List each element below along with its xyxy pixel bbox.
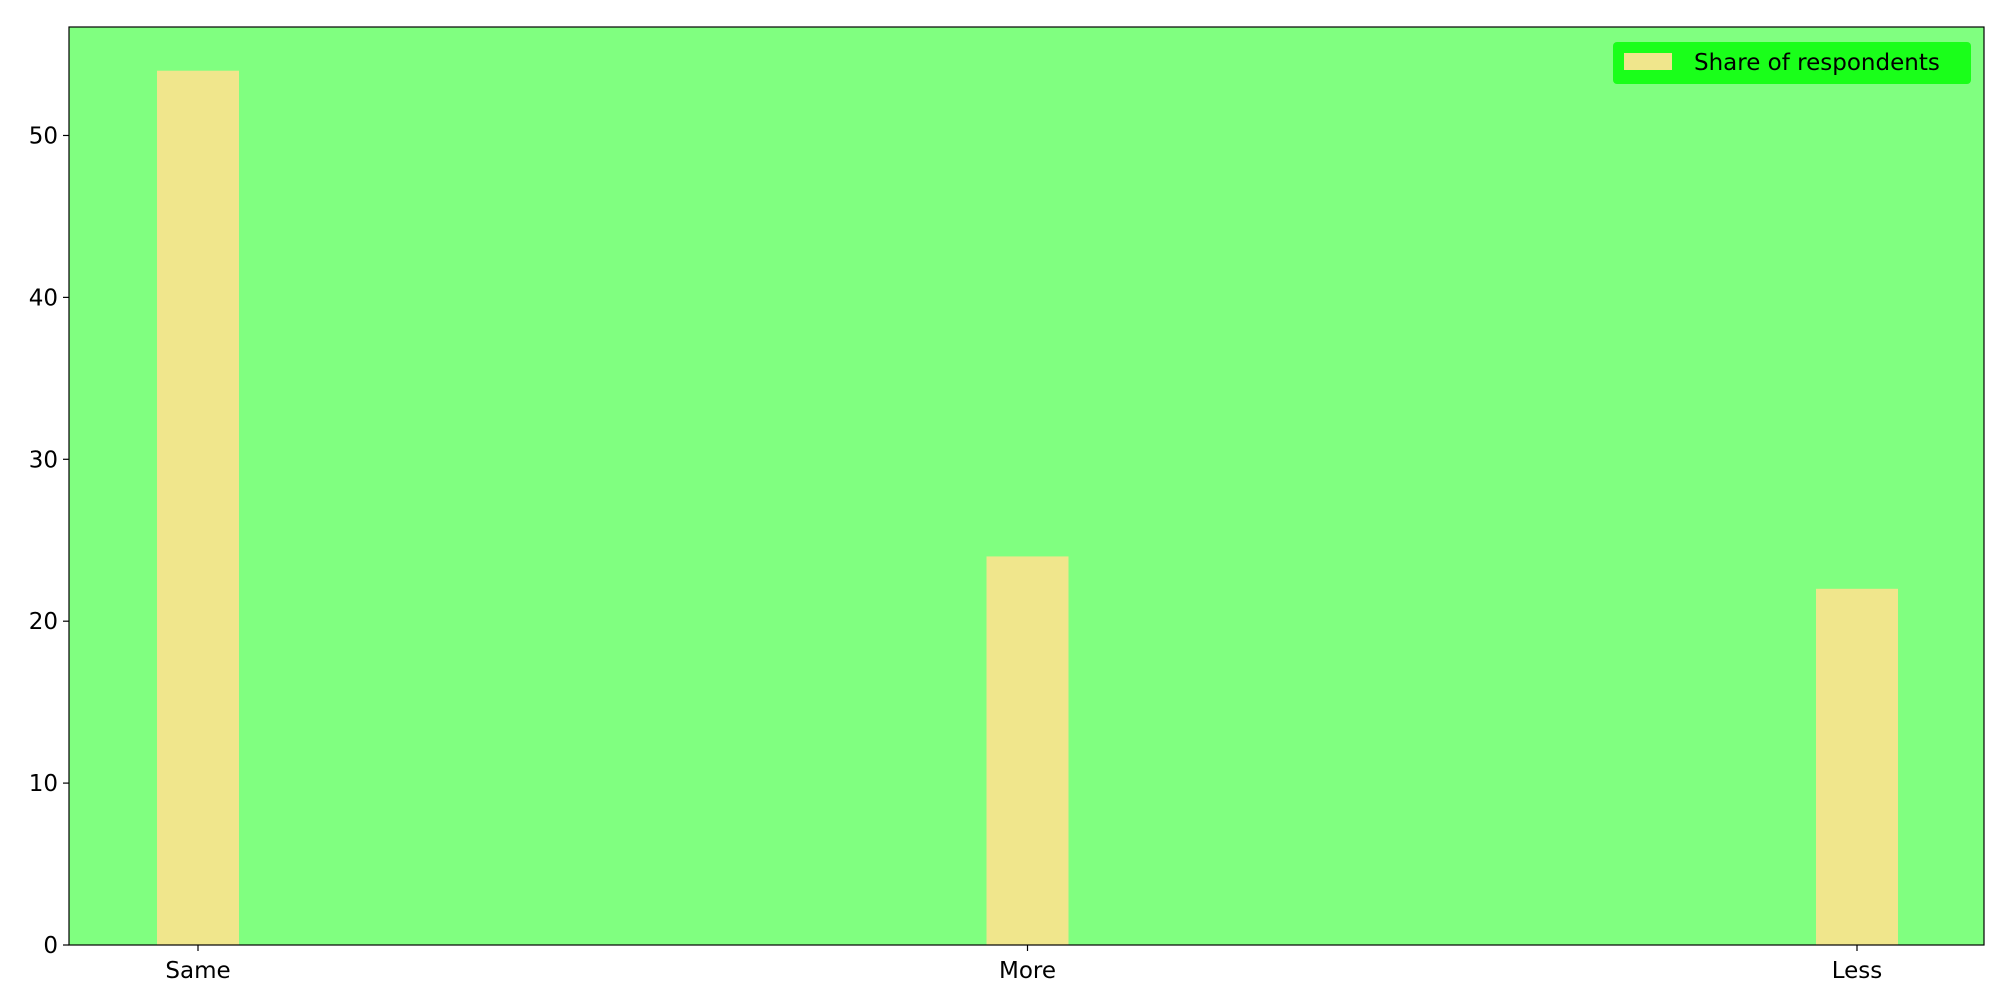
- y-tick-label: 50: [29, 123, 58, 149]
- y-tick-label: 20: [29, 609, 58, 635]
- x-tick-label: More: [999, 958, 1056, 984]
- plot-frame: [68, 26, 1985, 946]
- legend: Share of respondents: [1613, 42, 1971, 84]
- bar-more: [986, 556, 1069, 945]
- legend-label: Share of respondents: [1694, 50, 1940, 76]
- x-tick-label: Same: [165, 958, 230, 984]
- y-tick-label: 40: [29, 285, 58, 311]
- y-axis: 0 10 20 30 40 50: [29, 123, 69, 959]
- bars-layer: [157, 70, 1898, 945]
- legend-box: [1613, 42, 1971, 84]
- y-tick-label: 10: [29, 771, 58, 797]
- x-axis: Same More Less: [165, 945, 1882, 984]
- y-tick-label: 30: [29, 447, 58, 473]
- legend-swatch: [1624, 53, 1672, 70]
- y-tick-label: 0: [43, 933, 58, 959]
- x-tick-label: Less: [1832, 958, 1883, 984]
- bar-same: [157, 70, 239, 945]
- bar-less: [1816, 588, 1898, 945]
